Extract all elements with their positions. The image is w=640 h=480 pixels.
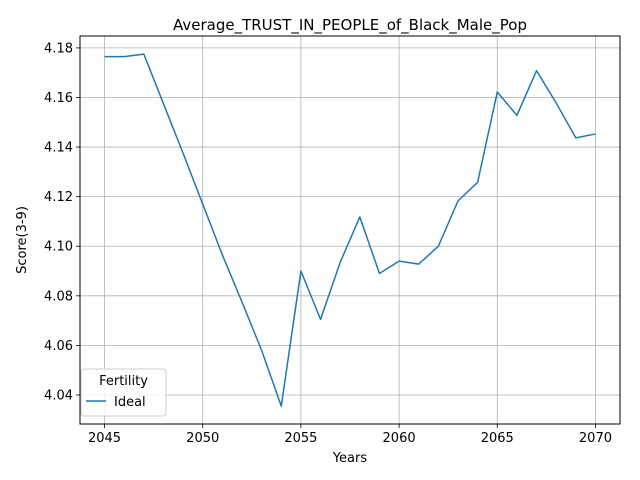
series-line-ideal (104, 53, 596, 407)
legend-label: Ideal (114, 395, 146, 410)
y-tick-label: 4.12 (44, 190, 73, 205)
x-tick-label: 2065 (481, 431, 514, 446)
x-tick-label: 2045 (88, 431, 121, 446)
y-tick-label: 4.06 (44, 339, 73, 354)
grid (80, 36, 620, 424)
legend: Fertility Ideal (80, 368, 167, 417)
series-layer (104, 53, 596, 407)
y-axis-label: Score(3-9) (15, 206, 30, 274)
y-axis: 4.04 4.06 4.08 4.10 4.12 4.14 4.16 4.18 (44, 41, 80, 403)
x-tick-label: 2050 (186, 431, 219, 446)
y-tick-label: 4.18 (44, 41, 73, 56)
x-tick-label: 2070 (579, 431, 612, 446)
y-tick-label: 4.14 (44, 141, 73, 156)
legend-title: Fertility (99, 374, 148, 389)
chart-title: Average_TRUST_IN_PEOPLE_of_Black_Male_Po… (173, 16, 527, 35)
y-tick-label: 4.08 (44, 289, 73, 304)
y-tick-label: 4.16 (44, 91, 73, 106)
legend-box (80, 368, 167, 417)
y-tick-label: 4.10 (44, 240, 73, 255)
x-tick-label: 2055 (284, 431, 317, 446)
y-tick-label: 4.04 (44, 388, 73, 403)
x-tick-label: 2060 (383, 431, 416, 446)
x-axis-label: Years (332, 451, 368, 466)
plot-frame (79, 35, 621, 425)
x-axis: 2045 2050 2055 2060 2065 2070 (88, 424, 612, 446)
